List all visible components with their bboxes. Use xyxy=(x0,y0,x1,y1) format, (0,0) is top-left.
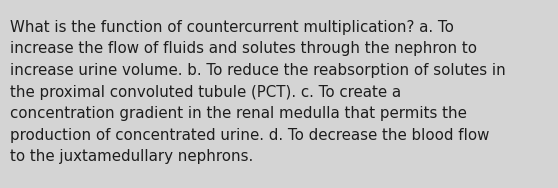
Text: What is the function of countercurrent multiplication? a. To
increase the flow o: What is the function of countercurrent m… xyxy=(10,20,506,164)
